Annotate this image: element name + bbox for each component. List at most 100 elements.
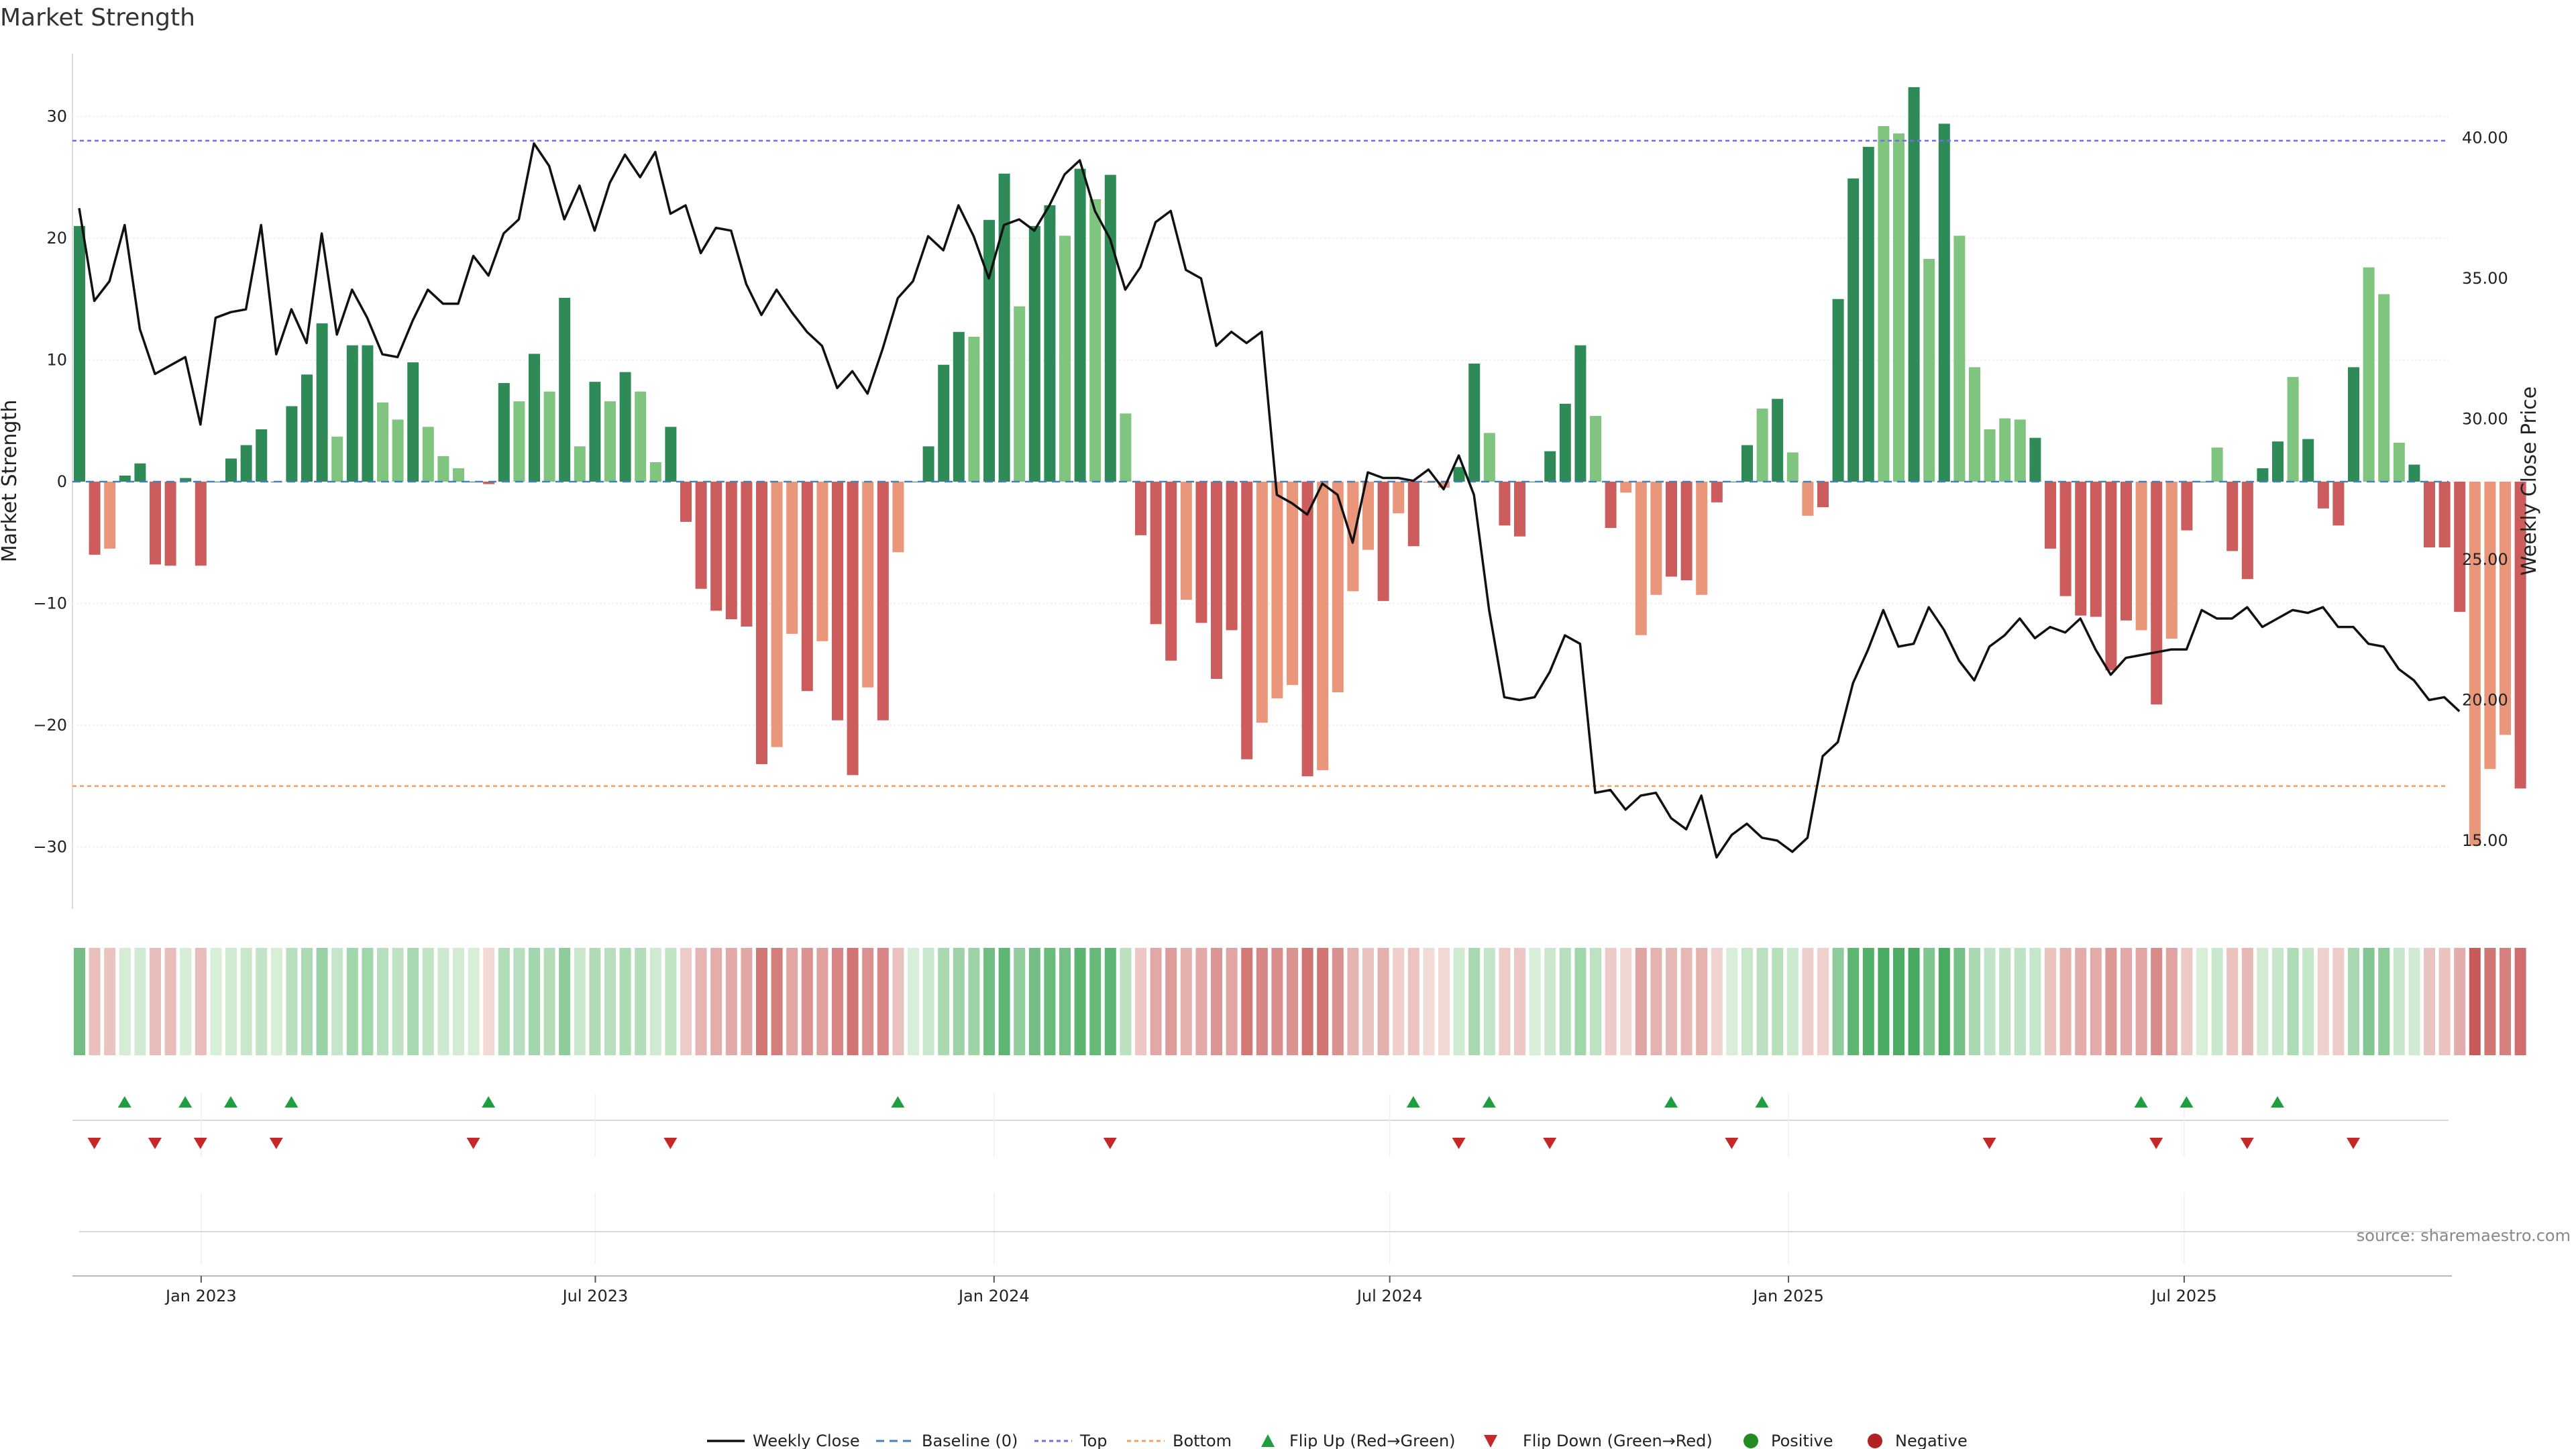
strength-bar [1059,235,1071,482]
left-tick-label: −30 [33,838,67,857]
heat-cell [437,948,449,1055]
strength-bar [725,482,737,620]
strength-bar [832,482,843,720]
strength-bar [1271,482,1283,699]
heat-cell [2514,948,2526,1055]
heat-cell [1938,948,1950,1055]
heat-cell [2226,948,2239,1055]
heat-cell [2484,948,2496,1055]
heat-cell [407,948,419,1055]
right-axis-label: Weekly Close Price [2518,386,2541,576]
heat-cell [695,948,707,1055]
heat-cell [2348,948,2359,1055]
right-tick-label: 15.00 [2462,831,2508,850]
legend: Weekly Close Baseline (0) Top Bottom Fli… [707,1432,1968,1449]
strength-bar [422,427,434,482]
heat-cell [1984,948,1996,1055]
heat-cell [513,948,525,1055]
heat-cell [1499,948,1511,1055]
heat-cell [604,948,616,1055]
right-tick-label: 30.00 [2462,410,2508,429]
strength-bar [89,482,101,555]
strength-bar [2469,482,2481,846]
flip-up-marker [178,1096,193,1108]
heat-cell [983,948,995,1055]
heat-cell [968,948,980,1055]
x-axis-ticks: Jan 2023 Jul 2023 Jan 2024 Jul 2024 Jan 2025… [164,1276,2217,1305]
left-axis-label: Market Strength [0,400,21,562]
flip-down-marker [663,1138,678,1149]
strength-bar [240,445,252,482]
strength-bar [953,331,965,482]
strength-bar [543,391,555,482]
heat-cell [1590,948,1601,1055]
heat-cell [2272,948,2284,1055]
strength-bar [2181,482,2193,531]
strength-bar [1211,482,1222,680]
heat-cell [922,948,934,1055]
strength-bar [756,482,767,765]
strength-bar [1999,418,2011,482]
strength-bar [1802,482,1814,516]
heat-cell [1786,948,1799,1055]
heat-cell [2121,948,2132,1055]
flip-up-marker [482,1096,496,1108]
heat-cell [1423,948,1435,1055]
strength-bar [1195,482,1208,623]
strength-bar [2151,482,2163,705]
flip-down-triangle-icon [1484,1435,1497,1448]
heat-cell [74,948,85,1055]
strength-bar [180,478,192,482]
heat-cell [1104,948,1116,1055]
strength-bar [346,345,358,482]
heat-cell [2257,948,2269,1055]
heat-cell [422,948,434,1055]
heat-cell [392,948,404,1055]
strength-bar [104,482,116,549]
flip-up-marker [1482,1096,1496,1108]
heat-cell [756,948,767,1055]
strength-bar [1984,429,1996,482]
flip-down-marker [1725,1138,1739,1149]
strength-bar [1362,482,1374,550]
strength-bar [968,337,980,482]
strength-bar [938,364,950,482]
strength-bar [2059,482,2072,596]
strength-bar [1923,258,1935,482]
heat-cell [2165,948,2178,1055]
heat-cell [225,948,237,1055]
strength-bar [2408,464,2420,482]
strength-bar [1226,482,1238,631]
heat-cell [2438,948,2451,1055]
strength-bar [2272,441,2284,482]
heat-cell [2469,948,2481,1055]
flip-up-marker [117,1096,131,1108]
strength-bar [392,419,404,482]
heat-cell [529,948,540,1055]
heat-cell [1438,948,1450,1055]
heat-cell [2059,948,2072,1055]
strength-bar [1666,482,1677,577]
heat-cell [1377,948,1389,1055]
legend-positive: Positive [1771,1432,1833,1449]
strength-bar [1301,482,1313,777]
heat-cell [1074,948,1086,1055]
strength-bar [2090,482,2102,617]
heat-cell [862,948,874,1055]
heat-cell [2424,948,2435,1055]
heat-cell [847,948,859,1055]
heat-cell [1044,948,1056,1055]
strength-bar [483,482,495,484]
strength-bar [1014,306,1026,482]
weekly-close-line [78,142,2461,859]
x-tick-label: Jan 2024 [957,1287,1030,1305]
flip-down-marker [148,1138,162,1149]
strength-bar [2105,482,2117,671]
strength-bar [1786,452,1799,482]
heat-cell [256,948,268,1055]
left-axis-ticks: 30 20 10 0 −10 −20 −30 [33,107,67,857]
strength-bar [1893,133,1904,482]
flip-panel [72,1093,2449,1157]
heat-cell [1878,948,1890,1055]
heat-cell [2105,948,2117,1055]
